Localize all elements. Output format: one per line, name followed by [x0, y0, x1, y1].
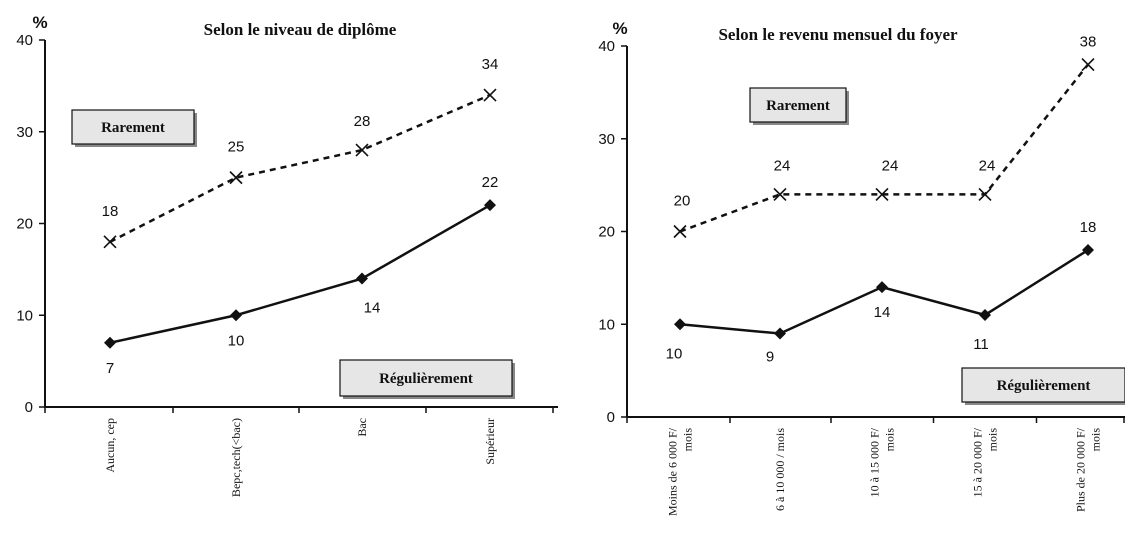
y-tick-label: 40	[16, 32, 33, 49]
data-label: 10	[228, 332, 245, 349]
chart-title: Selon le niveau de diplôme	[204, 20, 397, 39]
data-label: 38	[1080, 34, 1097, 51]
x-tick-label: 10 à 15 000 F/	[868, 427, 882, 497]
y-tick-label: 20	[598, 224, 615, 241]
point-diamond-marker	[230, 309, 242, 322]
x-tick-label: Bepc,tech(<bac)	[229, 418, 243, 497]
point-diamond-marker	[979, 308, 991, 321]
series-line-rarement	[679, 63, 1089, 233]
chart-income: Selon le revenu mensuel du foyer% 0 10 20 30…	[598, 19, 1125, 516]
legend-box	[749, 87, 847, 123]
legend-box	[71, 109, 195, 145]
data-label: 18	[1080, 219, 1097, 236]
series-line-régulièrement	[109, 204, 491, 344]
point-diamond-marker	[356, 272, 368, 285]
x-tick-label: Plus de 20 000 F/	[1074, 427, 1088, 512]
legend-box	[339, 359, 513, 397]
data-label: 34	[482, 56, 499, 73]
point-x-marker	[483, 88, 497, 102]
point-diamond-marker	[1082, 244, 1094, 257]
x-tick-label: Bac	[355, 418, 369, 437]
chart-diploma: Selon le niveau de diplôme% 0 10 20 30 40 Aucu…	[16, 13, 558, 497]
data-label: 20	[674, 193, 691, 210]
point-x-marker	[773, 187, 787, 201]
y-tick-label: 20	[16, 216, 33, 233]
x-tick-label: Supérieur	[483, 418, 497, 465]
legend-label: Rarement	[101, 120, 165, 136]
data-label: 28	[354, 113, 371, 130]
x-tick-label: mois	[681, 428, 695, 452]
point-x-marker	[1081, 57, 1095, 72]
data-label: 11	[973, 336, 989, 353]
data-label: 14	[874, 304, 891, 321]
point-diamond-marker	[484, 199, 496, 212]
data-label: 24	[882, 157, 899, 174]
point-diamond-marker	[876, 281, 888, 294]
legend-label: Régulièrement	[379, 371, 473, 387]
y-tick-label: 30	[598, 131, 615, 148]
y-tick-label: 0	[25, 399, 33, 416]
point-diamond-marker	[774, 327, 786, 340]
chart-title: Selon le revenu mensuel du foyer	[718, 25, 958, 44]
data-label: 14	[364, 300, 381, 317]
legend-box	[961, 367, 1125, 403]
point-x-marker	[875, 187, 889, 201]
y-unit-label: %	[612, 19, 627, 38]
point-diamond-marker	[104, 336, 116, 349]
y-tick-label: 10	[598, 316, 615, 333]
legend-label: Régulièrement	[997, 378, 1091, 394]
series-line-rarement	[109, 93, 491, 243]
data-label: 25	[228, 139, 245, 156]
data-label: 24	[774, 157, 791, 174]
data-label: 10	[666, 345, 683, 362]
point-x-marker	[355, 143, 369, 157]
point-x-marker	[103, 235, 117, 249]
x-tick-label: 6 à 10 000 / mois	[773, 428, 787, 511]
y-tick-label: 30	[16, 124, 33, 141]
data-label: 7	[106, 360, 114, 377]
y-tick-label: 10	[16, 307, 33, 324]
y-unit-label: %	[32, 13, 47, 32]
point-x-marker	[978, 187, 992, 201]
data-label: 24	[979, 157, 996, 174]
point-diamond-marker	[674, 318, 686, 331]
data-label: 22	[482, 174, 499, 191]
point-x-marker	[229, 171, 243, 185]
x-tick-label: 15 à 20 000 F/	[971, 427, 985, 497]
data-label: 18	[102, 203, 119, 220]
x-tick-label: mois	[986, 428, 1000, 452]
data-label: 9	[766, 349, 774, 366]
x-tick-label: Aucun, cep	[103, 418, 117, 473]
y-tick-label: 40	[598, 38, 615, 55]
x-tick-label: mois	[883, 428, 897, 452]
y-tick-label: 0	[607, 409, 615, 426]
point-x-marker	[673, 224, 687, 239]
x-tick-label: Moins de 6 000 F/	[666, 427, 680, 516]
legend-label: Rarement	[766, 98, 830, 114]
x-tick-label: mois	[1089, 428, 1103, 452]
